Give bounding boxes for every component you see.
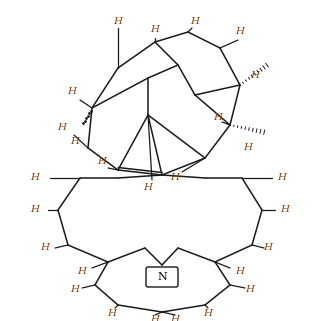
- Text: H: H: [71, 285, 79, 294]
- Text: H: H: [236, 28, 245, 37]
- Text: H: H: [236, 267, 245, 276]
- Text: H: H: [30, 173, 40, 183]
- Text: H: H: [170, 173, 179, 183]
- Text: H: H: [246, 285, 254, 294]
- Text: H: H: [98, 158, 107, 167]
- Text: H: H: [67, 88, 76, 97]
- Text: H: H: [244, 143, 252, 152]
- Text: H: H: [151, 25, 159, 34]
- Text: H: H: [214, 114, 223, 123]
- Text: H: H: [144, 184, 153, 193]
- Text: H: H: [30, 205, 40, 214]
- Text: H: H: [170, 316, 179, 321]
- Text: H: H: [113, 18, 122, 27]
- Text: H: H: [263, 244, 272, 253]
- Text: H: H: [281, 205, 290, 214]
- Text: H: H: [277, 173, 286, 183]
- Text: H: H: [250, 71, 260, 80]
- FancyBboxPatch shape: [146, 267, 178, 287]
- Text: H: H: [151, 316, 159, 321]
- Text: H: H: [191, 18, 200, 27]
- Text: H: H: [40, 244, 50, 253]
- Text: H: H: [57, 124, 66, 133]
- Text: H: H: [108, 308, 117, 317]
- Text: H: H: [203, 308, 213, 317]
- Text: N: N: [157, 272, 167, 282]
- Text: H: H: [77, 267, 87, 276]
- Text: H: H: [71, 137, 79, 146]
